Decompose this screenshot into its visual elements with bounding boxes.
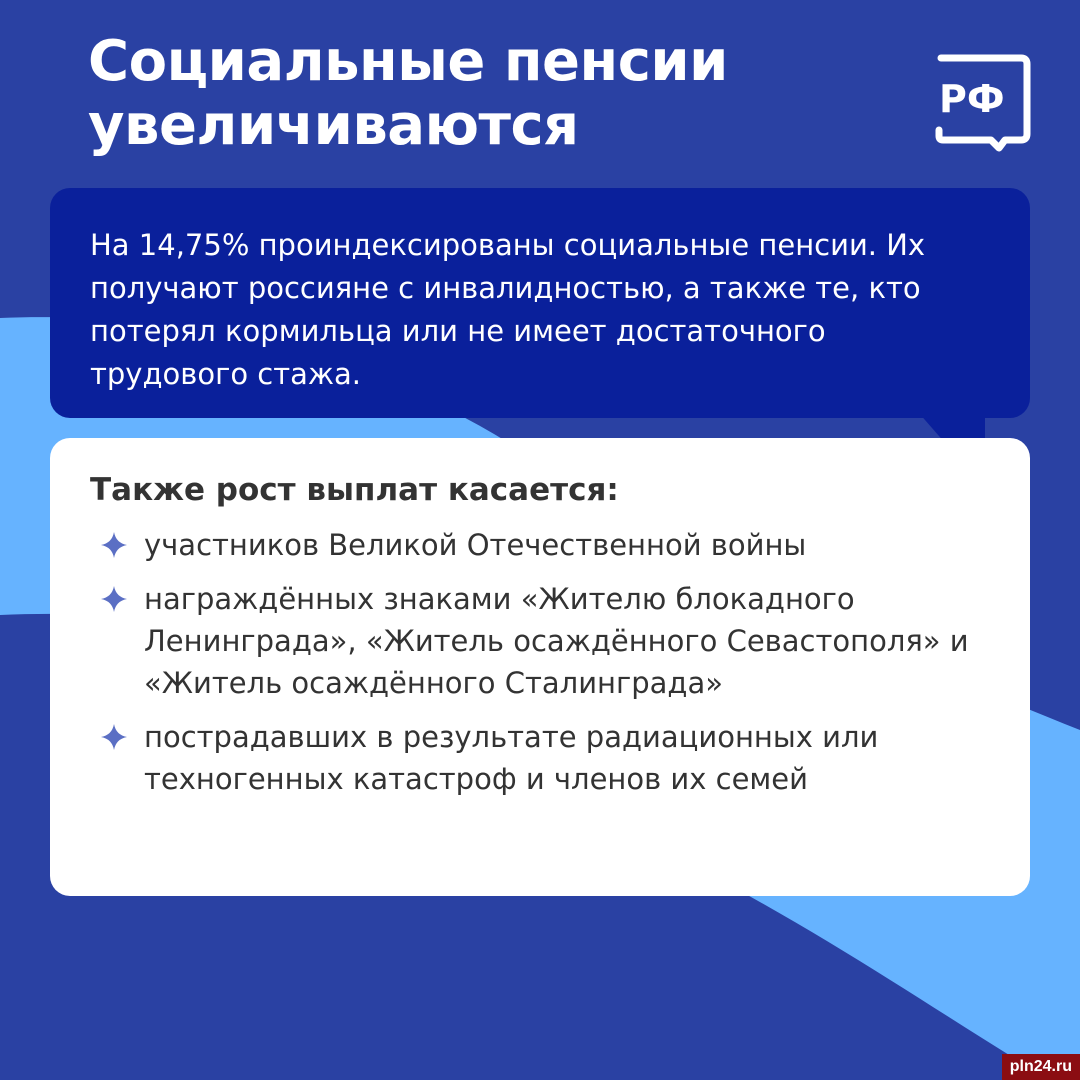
title-line-1: Социальные пенсии — [88, 29, 728, 94]
list-item: участников Великой Отечественной войны — [90, 524, 990, 566]
list-item-text: награждённых знаками «Жителю блокадного … — [144, 582, 969, 700]
card-heading: Также рост выплат касается: — [90, 472, 619, 508]
sparkle-icon — [100, 716, 130, 758]
sparkle-icon — [100, 524, 130, 566]
rf-logo-icon: РФ — [935, 54, 1031, 152]
lead-text: На 14,75% проиндексированы социальные пе… — [90, 228, 926, 391]
watermark: pln24.ru — [1001, 1054, 1080, 1080]
title-line-2: увеличиваются — [88, 93, 579, 158]
list-item-text: пострадавших в результате радиационных и… — [144, 720, 879, 796]
sparkle-icon — [100, 578, 130, 620]
benefits-card: Также рост выплат касается: участников В… — [50, 438, 1030, 896]
page-title: Социальные пенсии увеличиваются — [88, 30, 728, 158]
lead-box: На 14,75% проиндексированы социальные пе… — [50, 188, 1030, 418]
svg-text:РФ: РФ — [939, 77, 1005, 121]
list-item-text: участников Великой Отечественной войны — [144, 528, 807, 562]
list-item: награждённых знаками «Жителю блокадного … — [90, 578, 990, 704]
list-item: пострадавших в результате радиационных и… — [90, 716, 990, 800]
